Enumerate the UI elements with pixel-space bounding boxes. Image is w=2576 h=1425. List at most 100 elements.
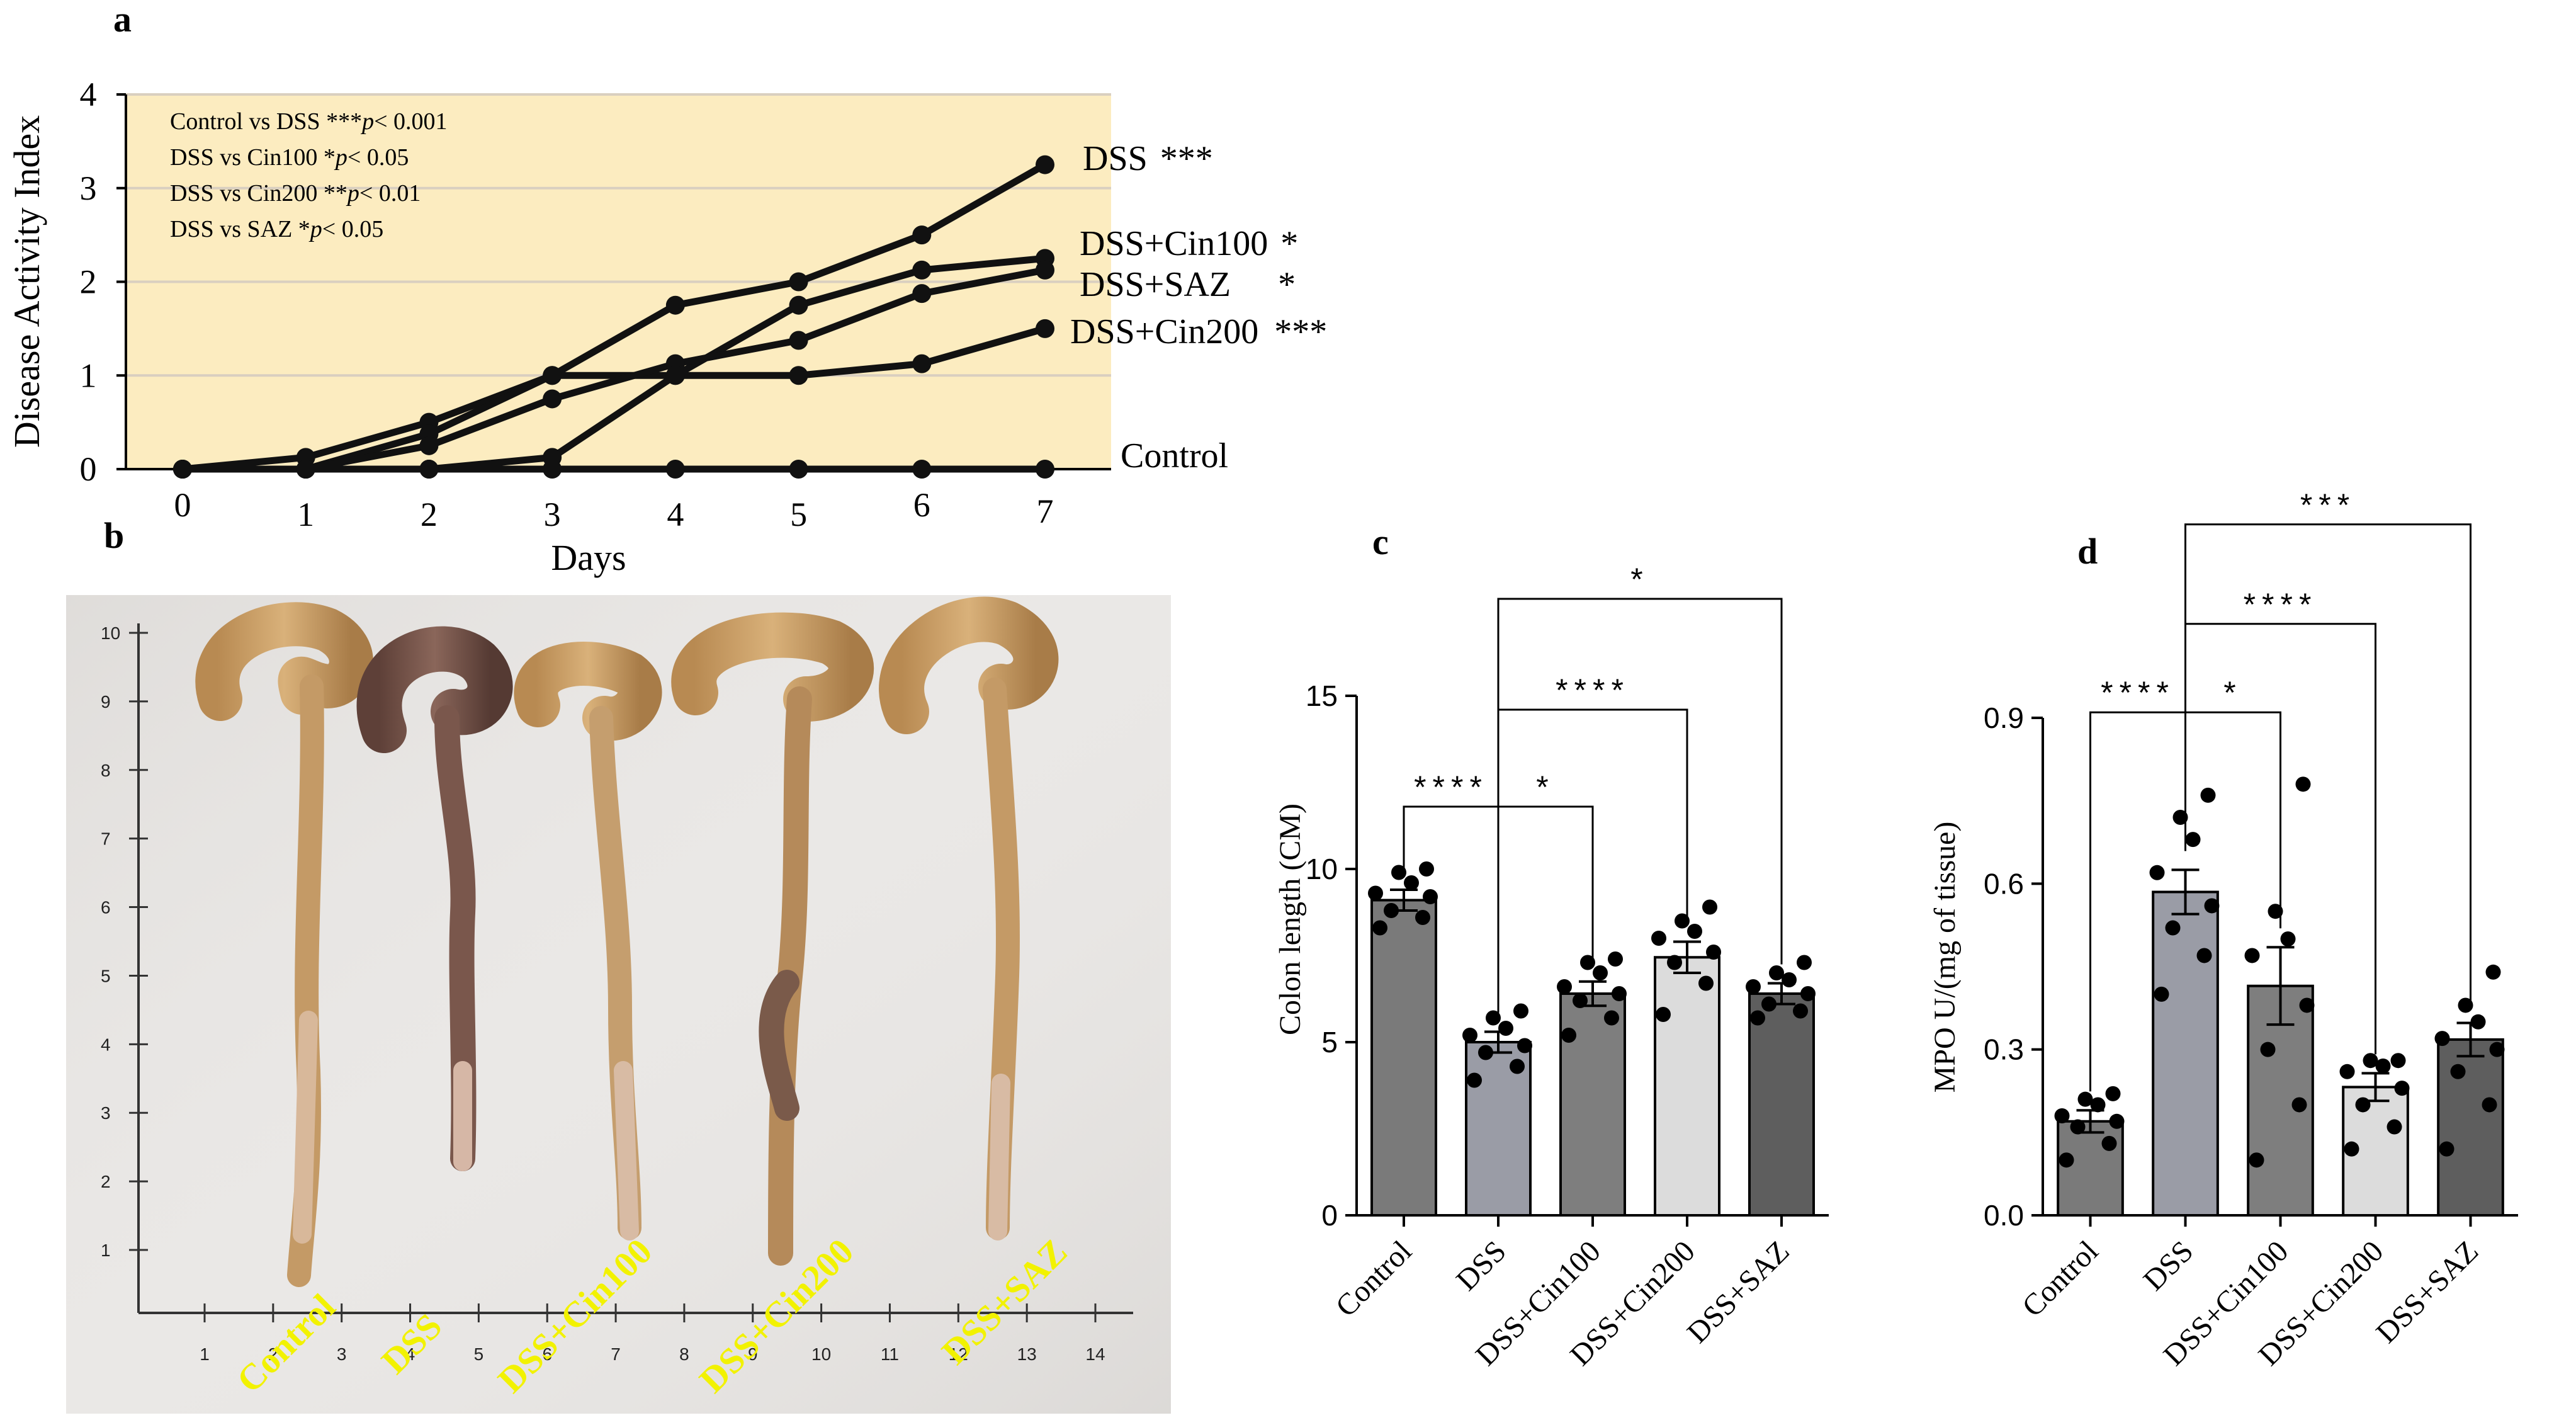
panel-d-bar-chart: MPO U/(mg of tissue) 0.0 0.3 0.6 0.9 Control…: [1928, 487, 2518, 1372]
ruler-x-label-10: 10: [811, 1344, 831, 1364]
series-label-dss-cin200: DSS+Cin200 ***: [1070, 312, 1327, 351]
y-tick-labels: 0 1 2 3 4: [80, 76, 126, 488]
colon-cin200-dark-segment: [759, 970, 799, 1121]
data-point-dss-8: [1513, 1003, 1528, 1019]
data-point-dss-7: [1486, 1010, 1501, 1026]
y-tick-label-5: 5: [1321, 1026, 1338, 1059]
data-point-dss-cin100-5: [1557, 979, 1572, 994]
data-point-control-4: [2109, 1113, 2125, 1129]
bar-dss-cin100: [1559, 992, 1626, 1217]
panel-label-a: a: [113, 0, 132, 40]
data-point-dss-saz-1: [1750, 1010, 1765, 1026]
x-tick-label-dss-saz: DSS+SAZ: [2370, 1234, 2485, 1349]
ruler-y-label-1: 1: [101, 1240, 111, 1260]
ruler-x-label-11: 11: [881, 1344, 899, 1364]
data-point-dss-2: [2196, 948, 2212, 963]
data-point-dss-8: [2200, 787, 2216, 803]
data-point-dss-cin100-7: [1580, 955, 1595, 970]
point-dss-cin100-day5: [789, 295, 808, 315]
x-tick-label-7: 7: [1037, 492, 1054, 530]
data-point-control-7: [1391, 865, 1406, 880]
bar-control: [1370, 899, 1437, 1217]
series-label-dss: DSS ***: [1083, 139, 1213, 178]
significance-label-1: ****: [2101, 675, 2175, 710]
significance-label-2: *: [1536, 769, 1554, 805]
data-point-control-1: [1372, 920, 1387, 936]
ruler-x-label-9: 9: [748, 1344, 758, 1364]
y-tick-label-0: 0: [80, 450, 97, 488]
data-point-dss-3: [2165, 920, 2181, 936]
data-point-dss-cin100-5: [2244, 948, 2260, 963]
ruler-y-label-2: 2: [101, 1172, 111, 1191]
significance-label-3: ****: [2244, 587, 2318, 622]
x-tick-label-3: 3: [544, 496, 561, 533]
data-point-control-3: [1384, 903, 1399, 918]
data-point-dss-cin200-2: [2387, 1119, 2402, 1135]
data-point-dss-saz-7: [2458, 997, 2473, 1013]
data-point-dss-cin200-4: [2394, 1081, 2410, 1096]
point-dss-day6: [912, 225, 932, 245]
y-tick-label-1: 1: [80, 356, 97, 394]
data-point-dss-saz-6: [1782, 972, 1797, 987]
ruler-x-label-8: 8: [679, 1344, 689, 1364]
bar-dss-saz: [1748, 992, 1815, 1217]
data-point-dss-cin100-8: [1608, 951, 1623, 967]
data-point-dss-4: [2204, 898, 2220, 914]
significance-label-1: ****: [1414, 769, 1488, 805]
ruler-y-label-6: 6: [101, 898, 111, 917]
series-label-dss-cin100: DSS+Cin100 *: [1080, 224, 1298, 263]
data-point-dss-cin200-1: [1656, 1007, 1671, 1022]
data-point-control-4: [1423, 889, 1438, 904]
ruler-y-label-3: 3: [101, 1103, 111, 1123]
y-tick-label-0.6: 0.6: [1984, 867, 2024, 900]
point-control-day4: [665, 460, 685, 479]
data-point-dss-cin100-7: [2268, 904, 2283, 919]
y-tick-label-2: 2: [80, 263, 97, 301]
data-point-control-8: [1419, 861, 1434, 877]
data-point-dss-saz-3: [2450, 1064, 2466, 1079]
point-control-day5: [789, 460, 808, 479]
data-point-control-3: [2070, 1119, 2086, 1135]
data-point-dss-saz-3: [1761, 996, 1777, 1012]
x-tick-label-control: Control: [2016, 1234, 2104, 1323]
data-point-dss-cin200-6: [2375, 1059, 2391, 1074]
point-dss-saz-day3: [543, 389, 562, 409]
colon-cin100-distal: [614, 1061, 639, 1240]
data-point-dss-cin100-4: [1612, 986, 1627, 1001]
data-point-dss-6: [2185, 832, 2201, 848]
bar-dss-cin200: [1654, 956, 1720, 1217]
x-tick-labels: 0 1 2 3 4 5 6 7: [174, 486, 1054, 533]
data-point-dss-cin200-5: [2339, 1064, 2355, 1079]
data-point-dss-7: [2172, 810, 2188, 825]
data-point-dss-cin200-6: [1687, 924, 1702, 939]
data-point-control-6: [2090, 1097, 2106, 1113]
series-group: [173, 155, 1054, 479]
data-point-dss-cin200-3: [1667, 955, 1682, 970]
data-point-dss-cin200-7: [2363, 1053, 2378, 1069]
data-point-dss-1: [1467, 1072, 1482, 1088]
series-label-control: Control: [1121, 436, 1228, 475]
data-point-dss-cin100-6: [2280, 931, 2296, 947]
data-point-dss-saz-4: [1800, 986, 1816, 1001]
data-point-dss-saz-5: [2434, 1031, 2450, 1047]
colon-cin200-cecum: [671, 612, 874, 722]
point-dss-cin200-day6: [912, 354, 932, 373]
data-point-control-5: [2054, 1108, 2070, 1123]
y-tick-label-4: 4: [80, 76, 97, 113]
significance-label-2: *: [2223, 675, 2242, 710]
ruler-x-label-4: 4: [405, 1344, 415, 1364]
panel-label-c: c: [1372, 521, 1389, 562]
bar-dss-saz: [2437, 1038, 2504, 1217]
point-dss-day4: [665, 295, 685, 315]
point-dss-saz-day6: [912, 284, 932, 304]
data-point-dss-6: [1498, 1021, 1513, 1036]
point-dss-day5: [789, 272, 808, 292]
point-control-day1: [296, 460, 315, 479]
annotation-dss-vs-saz: DSS vs SAZ *p< 0.05: [170, 216, 383, 242]
significance-label-3: ****: [1556, 673, 1630, 708]
data-point-dss-cin100-8: [2295, 776, 2311, 792]
point-control-day7: [1036, 460, 1054, 479]
point-dss-cin200-day4: [665, 366, 685, 385]
series-line-dss: [182, 161, 1047, 473]
